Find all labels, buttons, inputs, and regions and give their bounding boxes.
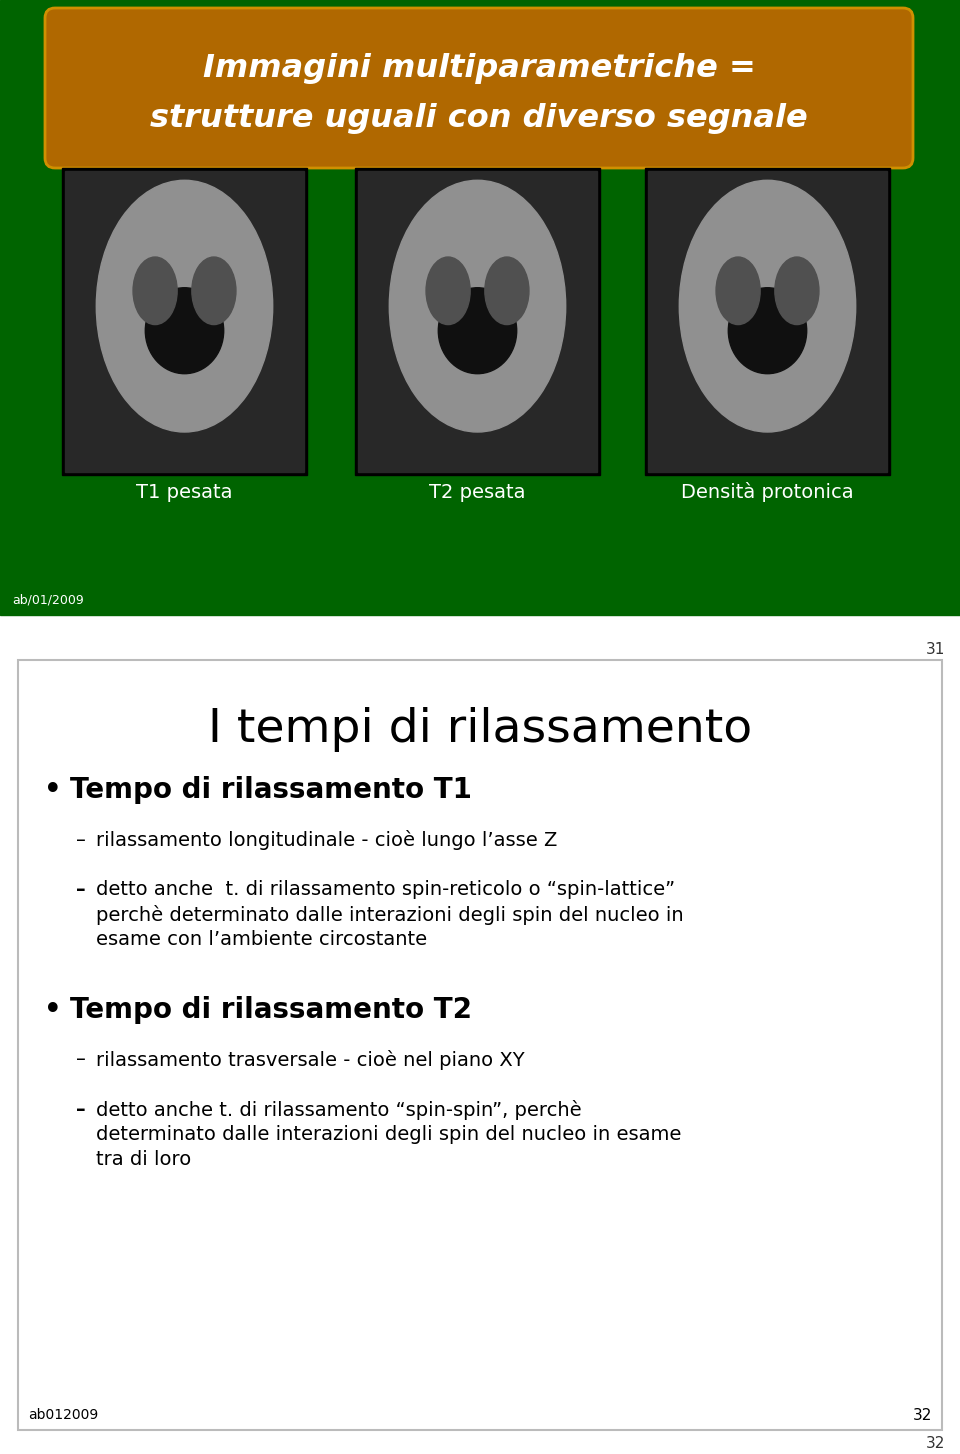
Text: detto anche t. di rilassamento “spin-spin”, perchè: detto anche t. di rilassamento “spin-spi… [96,1101,582,1120]
Ellipse shape [145,288,224,374]
Text: 32: 32 [913,1407,932,1422]
Text: –: – [76,830,92,849]
Bar [18,660,942,1429]
Text: –: – [76,1101,85,1120]
Text: strutture uguali con diverso segnale: strutture uguali con diverso segnale [150,102,808,134]
Bar [355,169,600,475]
Bar [648,172,887,473]
Ellipse shape [485,257,529,324]
Text: Tempo di rilassamento T2: Tempo di rilassamento T2 [70,996,472,1024]
Ellipse shape [439,288,516,374]
Text: ab/01/2009: ab/01/2009 [12,593,84,606]
Text: Immagini multiparametriche =: Immagini multiparametriche = [203,52,756,83]
Text: Densità protonica: Densità protonica [682,481,853,502]
Text: T2 pesata: T2 pesata [429,483,526,502]
Bar [645,169,890,475]
Text: rilassamento longitudinale - cioè lungo l’asse Z: rilassamento longitudinale - cioè lungo … [96,830,558,851]
Text: –: – [76,1050,85,1070]
Ellipse shape [133,257,178,324]
Text: ab012009: ab012009 [28,1407,98,1422]
FancyBboxPatch shape [45,9,913,169]
Ellipse shape [390,180,565,432]
Text: 32: 32 [925,1435,945,1451]
Ellipse shape [96,180,273,432]
Text: determinato dalle interazioni degli spin del nucleo in esame: determinato dalle interazioni degli spin… [96,1125,682,1144]
Bar [18,660,942,1429]
Bar [62,169,307,475]
Text: esame con l’ambiente circostante: esame con l’ambiente circostante [96,931,427,949]
Bar [65,172,304,473]
Text: –: – [76,880,85,899]
Text: •: • [43,774,62,807]
Text: detto anche  t. di rilassamento spin-reticolo o “spin-lattice”: detto anche t. di rilassamento spin-reti… [96,880,675,899]
Ellipse shape [775,257,819,324]
Text: Tempo di rilassamento T1: Tempo di rilassamento T1 [70,776,472,804]
Text: 31: 31 [925,643,945,657]
Text: T1 pesata: T1 pesata [136,483,232,502]
Ellipse shape [426,257,470,324]
Ellipse shape [716,257,760,324]
Text: rilassamento trasversale - cioè nel piano XY: rilassamento trasversale - cioè nel pian… [96,1050,524,1070]
Ellipse shape [192,257,236,324]
Text: I tempi di rilassamento: I tempi di rilassamento [208,708,752,753]
Bar [358,172,597,473]
Text: •: • [43,993,62,1027]
Text: perchè determinato dalle interazioni degli spin del nucleo in: perchè determinato dalle interazioni deg… [96,904,684,925]
Ellipse shape [680,180,855,432]
Ellipse shape [729,288,806,374]
Text: tra di loro: tra di loro [96,1150,191,1169]
Bar [0,0,960,615]
